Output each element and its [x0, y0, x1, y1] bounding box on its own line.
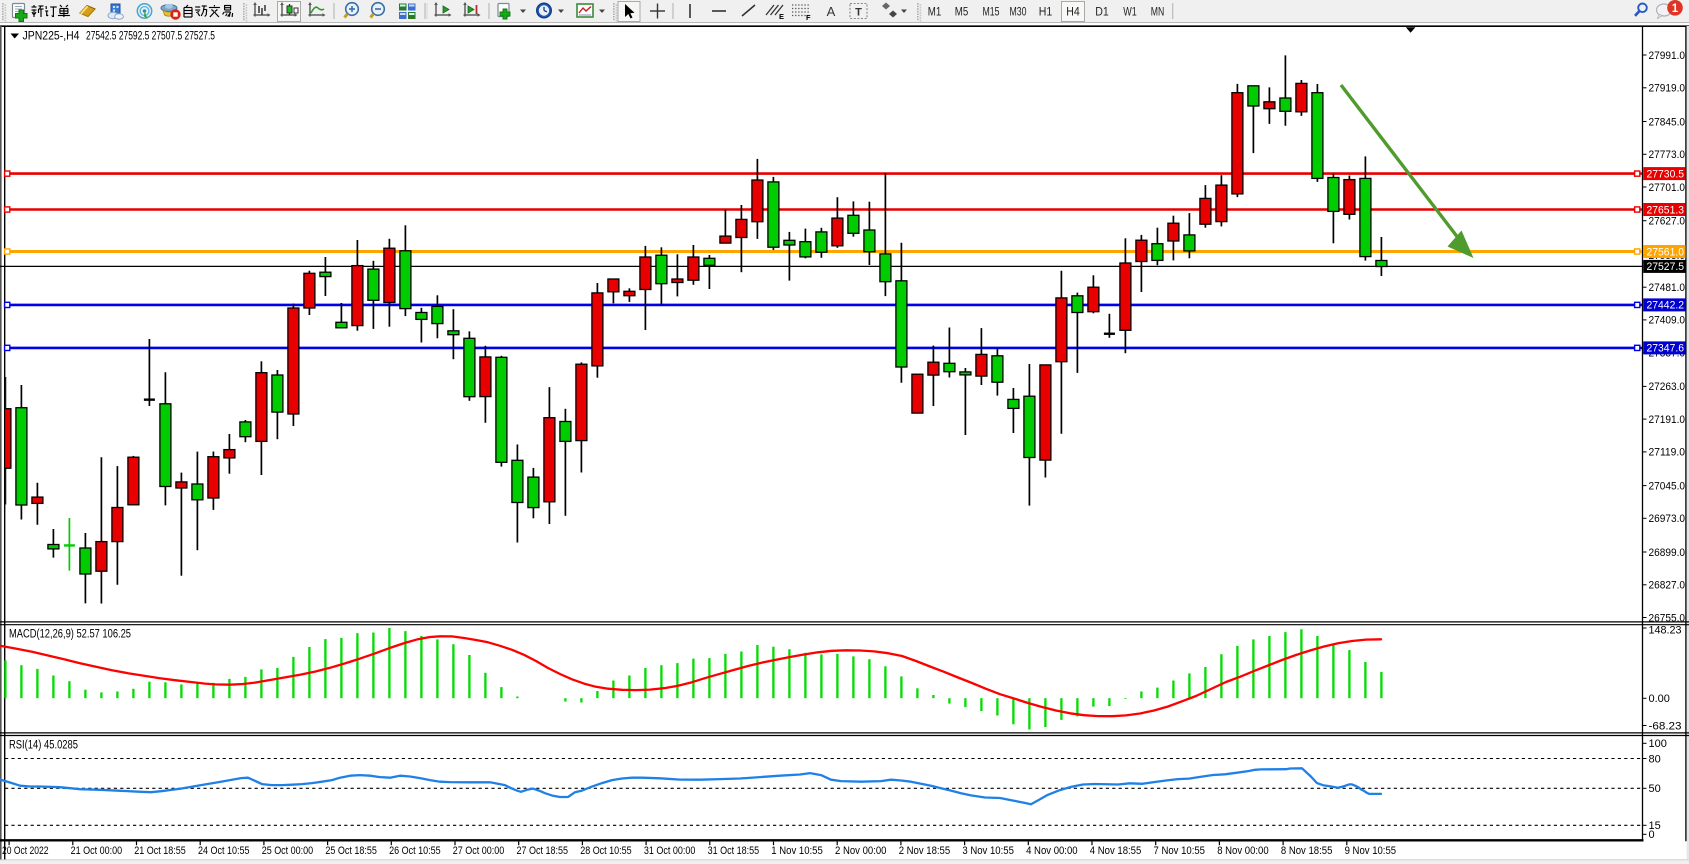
svg-text:-68.23: -68.23 — [1649, 720, 1682, 732]
svg-text:T: T — [855, 7, 862, 19]
svg-text:3 Nov 10:55: 3 Nov 10:55 — [962, 845, 1014, 857]
svg-text:27409.0: 27409.0 — [1649, 315, 1686, 327]
svg-text:8 Nov 18:55: 8 Nov 18:55 — [1281, 845, 1333, 857]
svg-text:21 Oct 00:00: 21 Oct 00:00 — [71, 845, 123, 857]
svg-text:50: 50 — [1649, 783, 1661, 795]
svg-text:9 Nov 10:55: 9 Nov 10:55 — [1345, 845, 1397, 857]
svg-text:28 Oct 10:55: 28 Oct 10:55 — [580, 845, 632, 857]
svg-text:26827.0: 26827.0 — [1649, 580, 1686, 592]
svg-text:M30: M30 — [1010, 6, 1027, 18]
svg-text:0.00: 0.00 — [1649, 693, 1670, 705]
svg-text:26899.0: 26899.0 — [1649, 547, 1686, 559]
svg-text:27045.0: 27045.0 — [1649, 480, 1686, 492]
svg-text:H4: H4 — [1066, 6, 1080, 18]
svg-text:15: 15 — [1649, 820, 1661, 832]
svg-text:27701.0: 27701.0 — [1649, 182, 1686, 194]
svg-text:27542.5 27592.5 27507.5 27527.: 27542.5 27592.5 27507.5 27527.5 — [86, 29, 215, 43]
svg-text:27773.0: 27773.0 — [1649, 149, 1686, 161]
svg-text:2 Nov 00:00: 2 Nov 00:00 — [835, 845, 887, 857]
svg-text:7 Nov 10:55: 7 Nov 10:55 — [1154, 845, 1206, 857]
svg-text:D1: D1 — [1095, 6, 1109, 18]
svg-text:20 Oct 2022: 20 Oct 2022 — [2, 845, 49, 857]
svg-text:RSI(14) 45.0285: RSI(14) 45.0285 — [9, 740, 78, 752]
svg-text:27 Oct 00:00: 27 Oct 00:00 — [453, 845, 505, 857]
svg-text:80: 80 — [1649, 753, 1661, 765]
svg-text:0: 0 — [1649, 829, 1655, 841]
svg-text:A: A — [827, 4, 836, 19]
svg-text:27 Oct 18:55: 27 Oct 18:55 — [517, 845, 569, 857]
svg-text:27561.0: 27561.0 — [1647, 246, 1685, 258]
svg-text:21 Oct 18:55: 21 Oct 18:55 — [134, 845, 186, 857]
svg-text:27651.3: 27651.3 — [1647, 204, 1685, 216]
svg-text:1 Nov 10:55: 1 Nov 10:55 — [771, 845, 823, 857]
svg-text:4 Nov 00:00: 4 Nov 00:00 — [1026, 845, 1078, 857]
svg-text:24 Oct 10:55: 24 Oct 10:55 — [198, 845, 250, 857]
svg-text:F: F — [806, 13, 811, 22]
svg-text:JPN225-,H4: JPN225-,H4 — [23, 29, 80, 43]
svg-text:25 Oct 00:00: 25 Oct 00:00 — [262, 845, 314, 857]
svg-text:26973.0: 26973.0 — [1649, 513, 1686, 525]
svg-text:M15: M15 — [983, 6, 1000, 18]
svg-text:27481.0: 27481.0 — [1649, 282, 1686, 294]
svg-text:27730.5: 27730.5 — [1647, 168, 1685, 180]
svg-text:M1: M1 — [928, 6, 942, 18]
svg-text:26 Oct 10:55: 26 Oct 10:55 — [389, 845, 441, 857]
svg-text:H1: H1 — [1039, 6, 1053, 18]
svg-text:27119.0: 27119.0 — [1649, 447, 1686, 459]
svg-text:M5: M5 — [955, 6, 969, 18]
svg-text:8 Nov 00:00: 8 Nov 00:00 — [1217, 845, 1269, 857]
svg-text:27527.5: 27527.5 — [1647, 261, 1685, 273]
svg-text:27263.0: 27263.0 — [1649, 381, 1686, 393]
svg-text:27845.0: 27845.0 — [1649, 116, 1686, 128]
svg-text:25 Oct 18:55: 25 Oct 18:55 — [325, 845, 377, 857]
svg-text:148.23: 148.23 — [1649, 625, 1682, 637]
svg-text:27191.0: 27191.0 — [1649, 414, 1686, 426]
svg-text:MACD(12,26,9) 52.57 106.25: MACD(12,26,9) 52.57 106.25 — [9, 629, 131, 641]
svg-text:27442.2: 27442.2 — [1647, 300, 1685, 312]
svg-text:MN: MN — [1151, 6, 1165, 18]
svg-text:100: 100 — [1649, 738, 1667, 750]
svg-text:2 Nov 18:55: 2 Nov 18:55 — [899, 845, 951, 857]
svg-text:27627.0: 27627.0 — [1649, 216, 1686, 228]
svg-text:W1: W1 — [1123, 6, 1137, 18]
svg-text:1: 1 — [1672, 3, 1679, 15]
svg-text:31 Oct 18:55: 31 Oct 18:55 — [708, 845, 760, 857]
svg-text:27347.6: 27347.6 — [1647, 343, 1685, 355]
svg-text:26755.0: 26755.0 — [1649, 612, 1686, 624]
svg-text:27991.0: 27991.0 — [1649, 50, 1686, 62]
svg-text:27919.0: 27919.0 — [1649, 83, 1686, 95]
svg-text:4 Nov 18:55: 4 Nov 18:55 — [1090, 845, 1142, 857]
svg-text:31 Oct 00:00: 31 Oct 00:00 — [644, 845, 696, 857]
svg-text:E: E — [779, 12, 784, 21]
